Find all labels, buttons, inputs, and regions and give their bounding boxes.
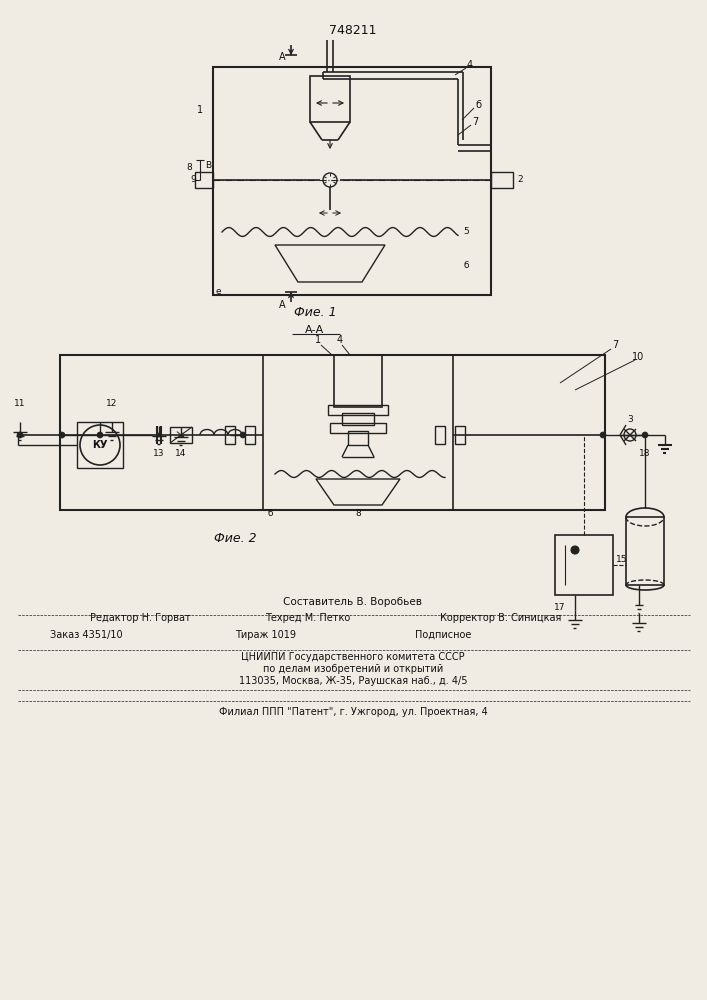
Text: б: б	[475, 100, 481, 110]
Circle shape	[97, 432, 103, 438]
Text: б: б	[267, 508, 273, 518]
Text: 13: 13	[153, 448, 165, 458]
Bar	[245, 426, 255, 444]
Text: В: В	[205, 160, 211, 169]
Text: 1: 1	[315, 335, 321, 345]
Circle shape	[59, 432, 65, 438]
Bar	[334, 355, 382, 407]
Bar	[330, 423, 386, 433]
Text: ЦНИИПИ Государственного комитета СССР: ЦНИИПИ Государственного комитета СССР	[241, 652, 464, 662]
Text: 12: 12	[106, 398, 117, 408]
Circle shape	[571, 546, 579, 554]
Bar	[310, 76, 350, 122]
Text: 5: 5	[463, 228, 469, 236]
Text: Филиал ППП "Патент", г. Ужгород, ул. Проектная, 4: Филиал ППП "Патент", г. Ужгород, ул. Про…	[218, 707, 487, 717]
Bar	[626, 517, 664, 585]
Text: 4: 4	[337, 335, 343, 345]
Text: 8: 8	[186, 162, 192, 172]
Text: 15: 15	[617, 556, 628, 564]
Text: 113035, Москва, Ж-35, Раушская наб., д. 4/5: 113035, Москва, Ж-35, Раушская наб., д. …	[239, 676, 467, 686]
Text: е: е	[215, 286, 221, 296]
Text: Фие. 1: Фие. 1	[293, 306, 337, 318]
Circle shape	[600, 432, 606, 438]
Text: Тираж 1019: Тираж 1019	[235, 630, 296, 640]
Text: А: А	[279, 52, 286, 62]
Circle shape	[642, 432, 648, 438]
Text: 7: 7	[472, 117, 478, 127]
Text: Редактор Н. Горват: Редактор Н. Горват	[90, 613, 191, 623]
Text: КУ: КУ	[93, 440, 107, 450]
Bar	[60, 355, 605, 510]
Bar	[225, 426, 235, 444]
Text: А: А	[279, 300, 286, 310]
Text: 748211: 748211	[329, 23, 377, 36]
Bar	[77, 422, 123, 468]
Text: Заказ 4351/10: Заказ 4351/10	[50, 630, 122, 640]
Bar	[455, 426, 465, 444]
Text: 18: 18	[639, 448, 650, 458]
Text: 2: 2	[518, 176, 522, 184]
Bar	[342, 413, 374, 425]
Text: Фие. 2: Фие. 2	[214, 532, 257, 544]
Text: 8: 8	[355, 508, 361, 518]
Bar	[195, 172, 213, 188]
Text: 3: 3	[627, 414, 633, 424]
Text: 11: 11	[14, 398, 25, 408]
Text: Составитель В. Воробьев: Составитель В. Воробьев	[284, 597, 423, 607]
Circle shape	[17, 432, 23, 438]
Text: 1: 1	[197, 105, 203, 115]
Text: 9: 9	[190, 176, 196, 184]
Text: 17: 17	[554, 602, 566, 611]
Bar	[491, 172, 513, 188]
Text: 10: 10	[632, 352, 644, 362]
Text: 4: 4	[467, 60, 473, 70]
Bar	[213, 67, 491, 295]
Text: А-А: А-А	[305, 325, 325, 335]
Bar	[348, 431, 368, 445]
Circle shape	[157, 433, 161, 437]
Text: по делам изобретений и открытий: по делам изобретений и открытий	[263, 664, 443, 674]
Bar	[328, 405, 388, 415]
Bar	[263, 355, 453, 510]
Circle shape	[240, 432, 246, 438]
Bar	[555, 535, 613, 595]
Text: 7: 7	[612, 340, 618, 350]
Text: 14: 14	[175, 448, 187, 458]
Bar	[435, 426, 445, 444]
Bar	[170, 427, 192, 443]
Text: Корректор В. Синицкая: Корректор В. Синицкая	[440, 613, 561, 623]
Text: Подписное: Подписное	[415, 630, 472, 640]
Text: Техред М. Петко: Техред М. Петко	[265, 613, 350, 623]
Text: б: б	[463, 260, 469, 269]
